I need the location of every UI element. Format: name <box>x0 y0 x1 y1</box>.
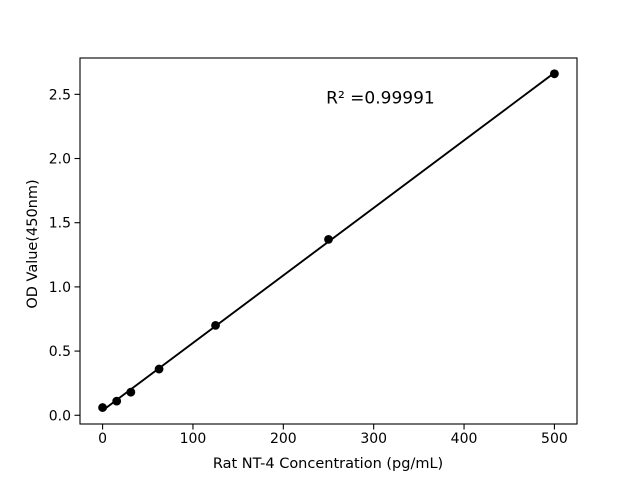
data-point <box>126 387 136 397</box>
y-tick-label: 1.0 <box>49 280 71 296</box>
data-point <box>211 321 220 330</box>
data-point <box>112 396 122 406</box>
y-tick-label: 0.0 <box>49 408 71 424</box>
y-tick-label: 2.5 <box>49 87 71 103</box>
x-tick-label: 200 <box>270 431 297 447</box>
data-point <box>324 234 333 244</box>
plot-border <box>79 57 578 425</box>
data-point <box>98 403 107 412</box>
y-axis-label: OD Value(450nm) <box>25 179 41 308</box>
x-tick-label: 400 <box>451 431 478 447</box>
x-axis-label: Rat NT-4 Concentration (pg/mL) <box>213 456 443 472</box>
data-point <box>154 364 164 374</box>
x-tick-label: 0 <box>98 431 107 447</box>
x-tick-label: 500 <box>541 431 568 447</box>
data-point <box>550 69 559 79</box>
x-tick-label: 300 <box>360 431 387 447</box>
r-squared-annotation: R² =0.99991 <box>326 88 435 108</box>
y-tick-label: 0.5 <box>49 344 71 360</box>
x-tick-label: 100 <box>180 431 207 447</box>
y-tick-label: 1.5 <box>49 216 71 232</box>
y-tick-label: 2.0 <box>49 152 71 168</box>
